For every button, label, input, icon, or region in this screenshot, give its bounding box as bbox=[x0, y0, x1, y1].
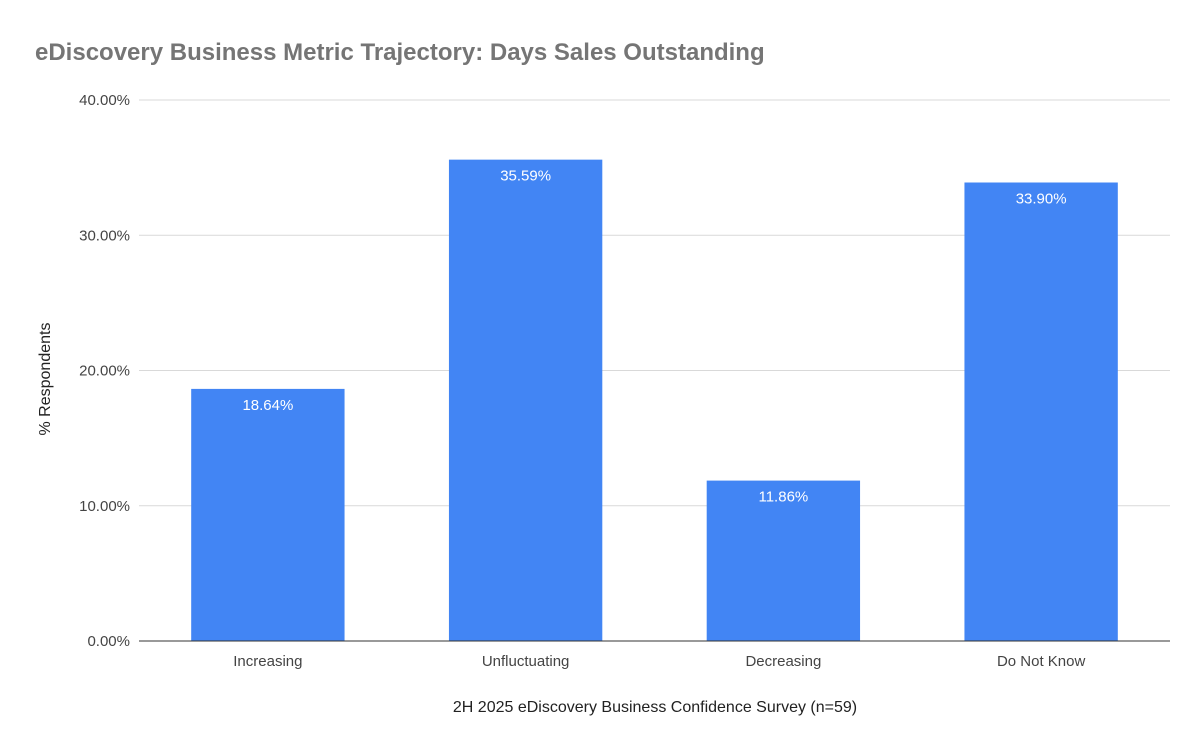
chart-title: eDiscovery Business Metric Trajectory: D… bbox=[35, 39, 765, 66]
x-tick-label: Do Not Know bbox=[997, 653, 1086, 670]
y-tick-label: 40.00% bbox=[79, 92, 130, 109]
y-tick-label: 30.00% bbox=[79, 227, 130, 244]
x-tick-label: Increasing bbox=[233, 653, 302, 670]
bar-data-label: 35.59% bbox=[500, 168, 551, 185]
x-tick-label: Unfluctuating bbox=[482, 653, 570, 670]
bar[interactable] bbox=[706, 480, 861, 641]
y-axis-label: % Respondents bbox=[37, 323, 54, 436]
y-tick-label: 0.00% bbox=[87, 633, 130, 650]
y-axis-ticks: 0.00% 10.00% 20.00% 30.00% 40.00% bbox=[79, 92, 130, 650]
bar-data-label: 33.90% bbox=[1016, 191, 1067, 208]
x-axis-ticks: Increasing Unfluctuating Decreasing Do Not … bbox=[233, 653, 1085, 670]
bar[interactable] bbox=[964, 182, 1118, 641]
bars: 18.64% 35.59% 11.86% 33.90% bbox=[191, 159, 1118, 641]
y-tick-label: 20.00% bbox=[79, 363, 130, 380]
y-tick-label: 10.00% bbox=[79, 498, 130, 515]
bar-data-label: 11.86% bbox=[758, 489, 808, 506]
bar[interactable] bbox=[448, 159, 603, 641]
bar[interactable] bbox=[191, 388, 345, 641]
bar-data-label: 18.64% bbox=[242, 397, 293, 414]
x-tick-label: Decreasing bbox=[745, 653, 821, 670]
x-axis-label: 2H 2025 eDiscovery Business Confidence S… bbox=[453, 699, 857, 716]
